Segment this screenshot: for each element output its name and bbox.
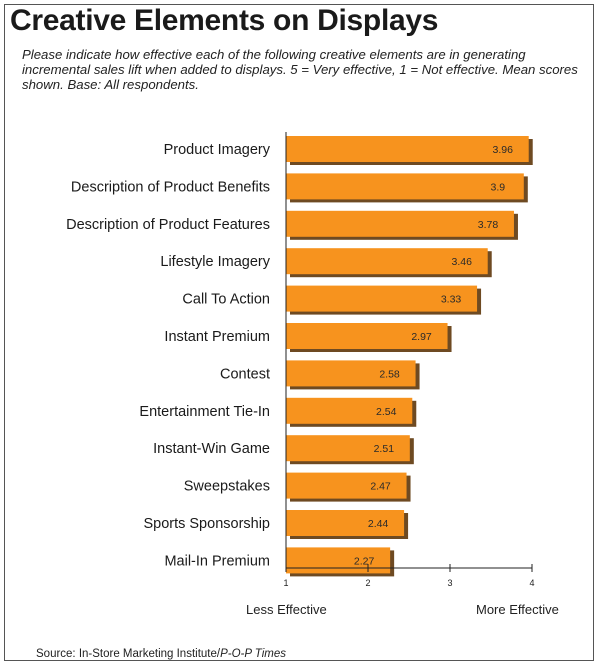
bar-value-label: 2.54 [376,406,397,418]
bar [286,510,405,536]
bar-value-label: 3.46 [452,256,473,268]
bar-value-label: 2.47 [370,481,391,493]
bar [286,210,514,237]
bar-value-label: 3.33 [441,294,462,306]
bar [286,136,529,162]
category-label: Entertainment Tie-In [139,404,270,420]
bar-value-label: 2.51 [374,443,395,455]
category-label: Product Imagery [164,142,271,158]
category-label: Instant Premium [164,329,270,345]
bar-value-label: 3.78 [478,219,499,231]
source-publication: P-O-P Times [220,648,287,660]
bar-value-label: 2.44 [368,518,389,530]
bar-value-label: 3.9 [490,181,505,193]
bar [286,472,407,499]
bar-value-label: 2.58 [379,368,400,380]
bar [286,173,524,200]
x-tick-label: 3 [447,578,452,588]
x-high-label: More Effective [476,602,559,617]
bar [286,547,391,574]
x-tick-label: 2 [365,578,370,588]
category-label: Lifestyle Imagery [160,254,270,270]
category-label: Instant-Win Game [153,441,270,457]
bar-value-label: 2.97 [411,331,432,343]
x-tick-label: 4 [529,578,534,588]
x-low-label: Less Effective [246,602,327,617]
x-tick-label: 1 [283,578,288,588]
category-label: Call To Action [182,292,270,308]
bar-value-label: 2.27 [354,555,375,567]
bar-value-label: 3.96 [493,144,514,156]
category-label: Mail-In Premium [164,553,270,569]
bar [286,435,410,462]
bar [286,397,413,424]
bar [286,360,416,387]
bar [286,285,478,312]
chart-subtitle: Please indicate how effective each of th… [22,47,578,92]
category-label: Contest [220,366,270,382]
source-prefix: Source: In-Store Marketing Institute/ [36,648,221,660]
category-label: Description of Product Benefits [71,179,270,195]
category-label: Description of Product Features [66,217,270,233]
source-note: Source: In-Store Marketing Institute/P-O… [36,648,286,660]
category-label: Sports Sponsorship [143,516,270,532]
chart-title: Creative Elements on Displays [10,4,439,37]
category-label: Sweepstakes [184,479,270,495]
bar [286,323,448,349]
bar [286,248,488,275]
